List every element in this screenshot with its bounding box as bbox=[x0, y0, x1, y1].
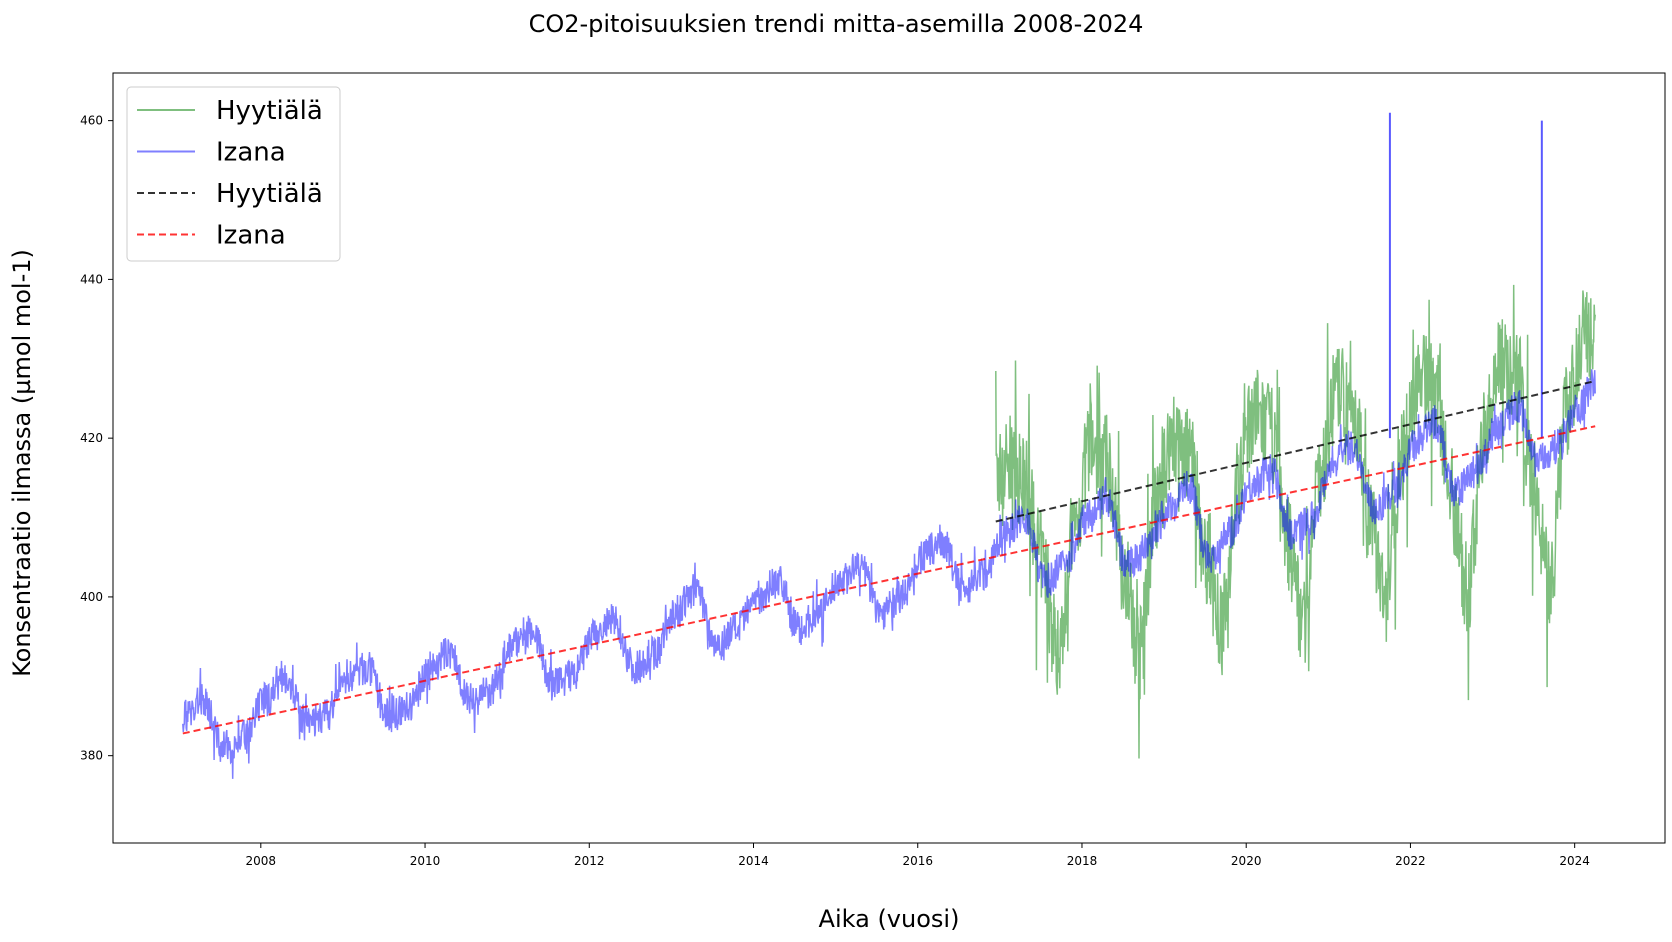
x-tick-label: 2010 bbox=[410, 854, 441, 868]
x-tick-label: 2016 bbox=[902, 854, 933, 868]
legend-label: Izana bbox=[216, 221, 286, 251]
x-tick-label: 2024 bbox=[1559, 854, 1590, 868]
series-line-hyytiala bbox=[995, 284, 1596, 759]
chart-title: CO2-pitoisuuksien trendi mitta-asemilla … bbox=[529, 10, 1144, 38]
y-tick-label: 460 bbox=[80, 114, 103, 128]
trend-line-hyytiala bbox=[995, 380, 1596, 523]
series-layer bbox=[182, 112, 1596, 779]
legend-label: Hyytiälä bbox=[216, 179, 323, 209]
x-tick-label: 2012 bbox=[574, 854, 605, 868]
x-tick-label: 2020 bbox=[1231, 854, 1262, 868]
y-axis: 380 400 420 440 460 bbox=[80, 114, 113, 763]
x-tick-label: 2018 bbox=[1067, 854, 1098, 868]
series-line-izana bbox=[182, 369, 1596, 779]
legend-label: Izana bbox=[216, 138, 286, 168]
y-tick-label: 380 bbox=[80, 749, 103, 763]
legend-label: Hyytiälä bbox=[216, 96, 323, 126]
x-axis-label: Aika (vuosi) bbox=[819, 905, 960, 933]
x-tick-label: 2008 bbox=[246, 854, 277, 868]
legend-frame bbox=[126, 86, 341, 262]
trend-line-izana bbox=[182, 425, 1596, 735]
plot-area bbox=[112, 72, 1666, 844]
y-axis-label: Konsentraatio ilmassa (µmol mol-1) bbox=[8, 249, 36, 677]
x-tick-label: 2014 bbox=[738, 854, 769, 868]
x-axis: 2008 2010 2012 2014 2016 2018 2020 2022 2024 bbox=[246, 843, 1590, 868]
y-tick-label: 400 bbox=[80, 590, 103, 604]
y-tick-label: 420 bbox=[80, 431, 103, 445]
x-tick-label: 2022 bbox=[1395, 854, 1426, 868]
legend: Hyytiälä Izana Hyytiälä Izana bbox=[126, 86, 341, 262]
y-tick-label: 440 bbox=[80, 272, 103, 286]
